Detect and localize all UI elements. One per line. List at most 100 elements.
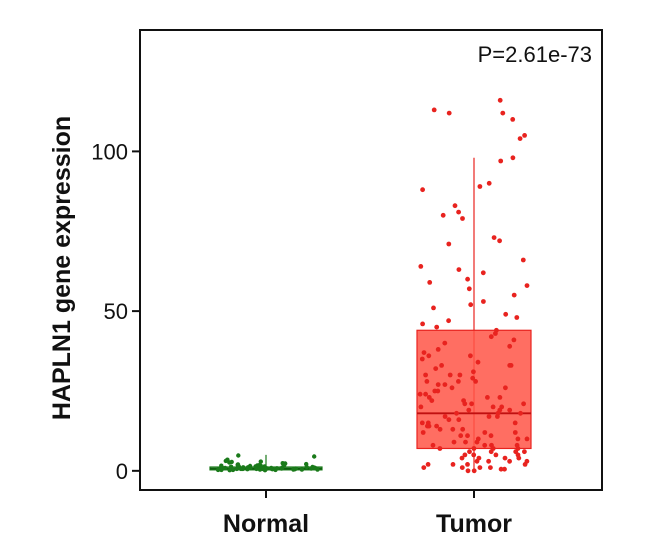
data-point	[465, 433, 470, 439]
data-point	[497, 395, 503, 400]
data-point	[247, 463, 253, 469]
data-point	[462, 401, 468, 407]
data-point	[431, 107, 437, 113]
data-point	[465, 468, 471, 474]
data-point	[433, 366, 439, 371]
data-point	[473, 379, 478, 384]
data-point	[435, 347, 441, 352]
data-point	[460, 216, 465, 221]
data-point	[500, 110, 506, 116]
data-point	[510, 155, 516, 161]
data-point	[418, 404, 424, 410]
data-point	[477, 465, 483, 470]
data-point	[482, 442, 488, 448]
data-point	[493, 331, 498, 336]
data-point	[502, 455, 508, 461]
data-point	[268, 466, 274, 471]
data-point	[498, 466, 504, 472]
data-point	[430, 442, 436, 448]
data-point	[511, 337, 517, 343]
data-point	[279, 466, 284, 471]
data-point	[420, 430, 426, 435]
data-point	[429, 398, 435, 403]
plot-frame	[139, 29, 603, 491]
data-point	[263, 466, 268, 471]
data-point	[225, 457, 230, 462]
data-point	[452, 203, 458, 209]
y-tick-label: 50	[104, 299, 128, 324]
data-point	[471, 452, 477, 458]
data-point	[512, 420, 518, 426]
plot-area	[209, 97, 532, 474]
data-point	[423, 391, 428, 397]
data-point	[507, 407, 513, 413]
data-point	[427, 280, 433, 285]
data-point	[515, 436, 521, 442]
data-point	[215, 467, 221, 473]
data-point	[468, 353, 473, 359]
data-point	[524, 436, 530, 442]
data-point	[503, 311, 509, 317]
data-point	[258, 459, 263, 464]
data-point	[465, 462, 470, 467]
data-point	[238, 466, 244, 472]
data-point	[488, 449, 494, 455]
data-point	[480, 270, 486, 276]
data-point	[418, 264, 424, 269]
data-point	[490, 404, 496, 410]
data-point	[495, 410, 501, 416]
p-value-annotation: P=2.61e-73	[478, 42, 592, 67]
data-point	[435, 382, 441, 387]
data-point	[477, 184, 483, 189]
data-point	[442, 382, 448, 387]
data-point	[456, 417, 462, 423]
data-point	[442, 414, 448, 419]
data-point	[419, 420, 425, 426]
data-point	[522, 133, 527, 138]
data-point	[449, 385, 455, 391]
data-point	[481, 299, 486, 304]
data-point	[502, 466, 507, 472]
y-axis-title: HAPLN1 gene expression	[48, 116, 76, 420]
data-point	[471, 369, 476, 375]
data-point	[503, 385, 508, 391]
data-point	[425, 462, 431, 467]
data-point	[469, 401, 474, 407]
data-point	[512, 430, 518, 435]
data-point	[426, 353, 432, 359]
data-point	[482, 430, 488, 435]
data-point	[309, 466, 314, 471]
data-point	[522, 449, 527, 455]
data-point	[435, 388, 441, 394]
data-point	[462, 452, 468, 458]
data-point	[486, 180, 492, 186]
data-point	[517, 136, 523, 142]
data-point	[486, 414, 492, 419]
data-point	[235, 463, 241, 469]
data-point	[522, 462, 528, 467]
data-point	[486, 458, 491, 464]
data-point	[466, 286, 472, 292]
data-point	[446, 110, 452, 116]
data-point	[421, 350, 427, 355]
data-point	[458, 433, 464, 439]
data-point	[283, 461, 288, 466]
data-point	[466, 407, 472, 413]
data-point	[257, 465, 262, 470]
data-point	[274, 466, 280, 471]
data-point	[488, 334, 494, 340]
data-point	[227, 468, 232, 473]
data-point	[514, 315, 520, 320]
data-point	[447, 372, 453, 378]
data-point	[463, 439, 468, 445]
data-point	[507, 343, 513, 349]
data-point	[497, 238, 502, 244]
data-point	[420, 187, 425, 193]
data-point	[419, 356, 425, 362]
data-point	[485, 395, 490, 400]
data-point	[518, 410, 523, 416]
data-point	[488, 465, 493, 470]
data-point	[497, 97, 503, 103]
data-point	[228, 464, 234, 469]
